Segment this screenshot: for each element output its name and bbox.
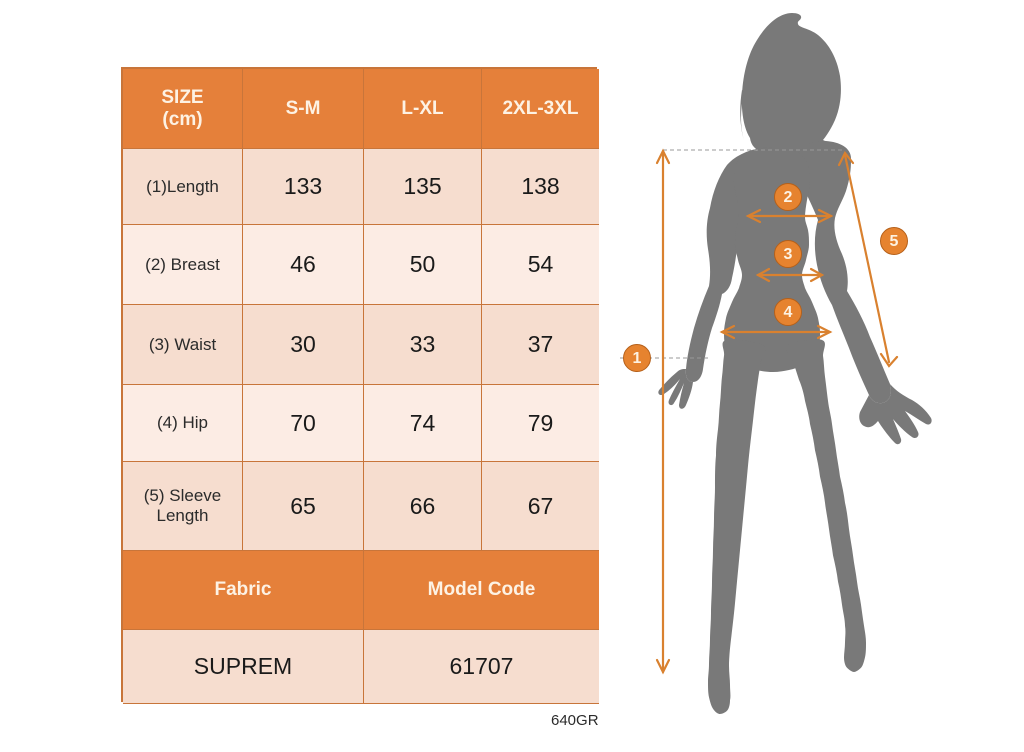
svg-text:2: 2 bbox=[784, 189, 793, 206]
svg-text:4: 4 bbox=[784, 304, 793, 321]
svg-text:3: 3 bbox=[784, 246, 793, 263]
svg-text:1: 1 bbox=[633, 350, 642, 367]
svg-text:5: 5 bbox=[890, 233, 899, 250]
